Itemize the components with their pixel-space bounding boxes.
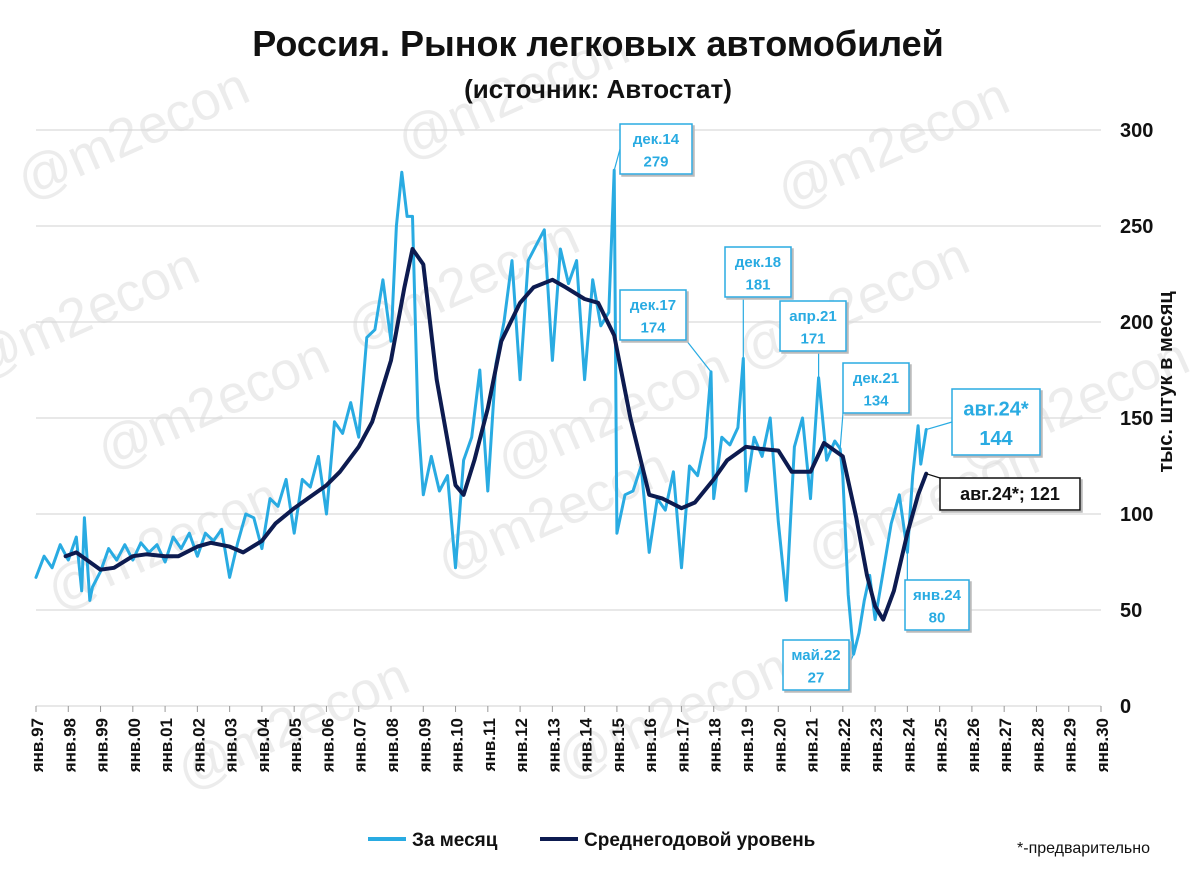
y-tick-label: 250	[1120, 216, 1153, 238]
x-tick-label: янв.18	[706, 718, 725, 773]
x-tick-label: янв.04	[254, 717, 273, 773]
x-tick-label: янв.13	[544, 718, 563, 773]
x-tick-label: янв.30	[1093, 718, 1112, 773]
callout-box	[782, 639, 850, 691]
x-tick-label: янв.07	[351, 718, 370, 773]
x-tick-label: янв.25	[932, 718, 951, 773]
callout-box	[619, 123, 693, 175]
watermark-text: @m2econ	[8, 56, 258, 211]
x-tick-label: янв.19	[738, 718, 757, 773]
x-tick-label: янв.10	[448, 718, 467, 773]
gridlines	[36, 129, 1101, 707]
legend-label: За месяц	[412, 830, 498, 851]
watermark-text: @m2econ	[0, 236, 208, 391]
callout-leader	[848, 653, 855, 666]
x-tick-label: янв.29	[1061, 718, 1080, 773]
x-tick-label: янв.11	[480, 718, 499, 772]
x-tick-label: янв.06	[318, 718, 337, 773]
x-tick-label: янв.01	[157, 718, 176, 773]
x-axis: янв.97 янв.98 янв.99 янв.00 янв.01 янв.02 янв.…	[28, 706, 1112, 773]
x-tick-label: янв.02	[189, 718, 208, 773]
legend: За месяц Среднегодовой уровень	[368, 830, 815, 851]
callout-label: авг.24*	[963, 398, 1029, 420]
callout-box	[939, 477, 1081, 511]
callout-value: 144	[979, 428, 1013, 450]
y-tick-label: 100	[1120, 504, 1153, 526]
x-tick-label: янв.00	[125, 718, 144, 773]
x-tick-label: янв.97	[28, 718, 47, 773]
callout-leader	[685, 339, 712, 373]
x-tick-label: янв.27	[996, 718, 1015, 773]
x-tick-label: янв.28	[1028, 718, 1047, 773]
callout-label: май.22	[791, 647, 840, 664]
annotations-layer: дек.14 279 дек.17 174 дек.18 181 апр.21 171 дек.…	[613, 123, 1081, 691]
callout-box	[904, 579, 970, 631]
callout-label: дек.17	[630, 297, 676, 314]
series-line-annual-average	[63, 247, 929, 622]
callout-value: 181	[745, 277, 770, 294]
callout-value: 134	[863, 393, 889, 410]
footnote: *-предварительно	[1017, 840, 1150, 857]
legend-label: Среднегодовой уровень	[584, 830, 815, 851]
x-tick-label: янв.21	[803, 718, 822, 773]
y-tick-label: 0	[1120, 696, 1131, 718]
y-axis-ticks: 0 50 100 150 200 250 300	[1120, 120, 1153, 718]
chart-subtitle: (источник: Автостат)	[464, 74, 732, 104]
y-tick-label: 50	[1120, 600, 1142, 622]
x-tick-label: янв.08	[383, 718, 402, 773]
watermark-text: @m2econ	[768, 66, 1018, 221]
callout-box	[779, 300, 847, 352]
callout-label: апр.21	[789, 308, 836, 325]
callout-box	[951, 388, 1041, 456]
x-tick-label: янв.17	[673, 718, 692, 773]
callout-leader	[926, 421, 953, 431]
x-tick-label: янв.22	[835, 718, 854, 773]
callout-leader	[839, 412, 844, 449]
x-tick-label: янв.15	[609, 718, 628, 773]
callout-label: дек.21	[853, 370, 899, 387]
callout-box	[619, 289, 687, 341]
series-layer	[34, 168, 929, 656]
x-tick-label: янв.20	[770, 718, 789, 773]
callout-label: янв.24	[913, 587, 962, 604]
callout-box	[842, 362, 910, 414]
callout-leader	[926, 473, 941, 479]
callout-label: авг.24*; 121	[960, 484, 1060, 504]
callout-value: 80	[929, 610, 946, 627]
x-tick-label: янв.05	[286, 718, 305, 773]
y-axis-label: тыс. штук в месяц	[1155, 291, 1177, 473]
x-tick-label: янв.24	[899, 717, 918, 773]
y-tick-label: 150	[1120, 408, 1153, 430]
x-tick-label: янв.23	[867, 718, 886, 773]
y-tick-label: 200	[1120, 312, 1153, 334]
callout-value: 27	[808, 670, 825, 687]
callout-label: дек.14	[633, 131, 680, 148]
callout-box	[724, 246, 792, 298]
x-tick-label: янв.03	[222, 718, 241, 773]
x-tick-label: янв.26	[964, 718, 983, 773]
x-tick-label: янв.98	[60, 718, 79, 773]
callout-value: 171	[800, 331, 825, 348]
x-tick-label: янв.14	[577, 717, 596, 773]
callout-value: 174	[640, 320, 666, 337]
x-tick-label: янв.99	[93, 718, 112, 773]
x-tick-label: янв.16	[641, 718, 660, 773]
chart-title: Россия. Рынок легковых автомобилей	[252, 23, 944, 64]
watermark-text: @m2econ	[88, 326, 338, 481]
callout-value: 279	[643, 154, 668, 171]
x-tick-label: янв.12	[512, 718, 531, 773]
callout-leader	[613, 148, 621, 171]
callout-label: дек.18	[735, 254, 781, 271]
x-tick-label: янв.09	[415, 718, 434, 773]
y-tick-label: 300	[1120, 120, 1153, 142]
